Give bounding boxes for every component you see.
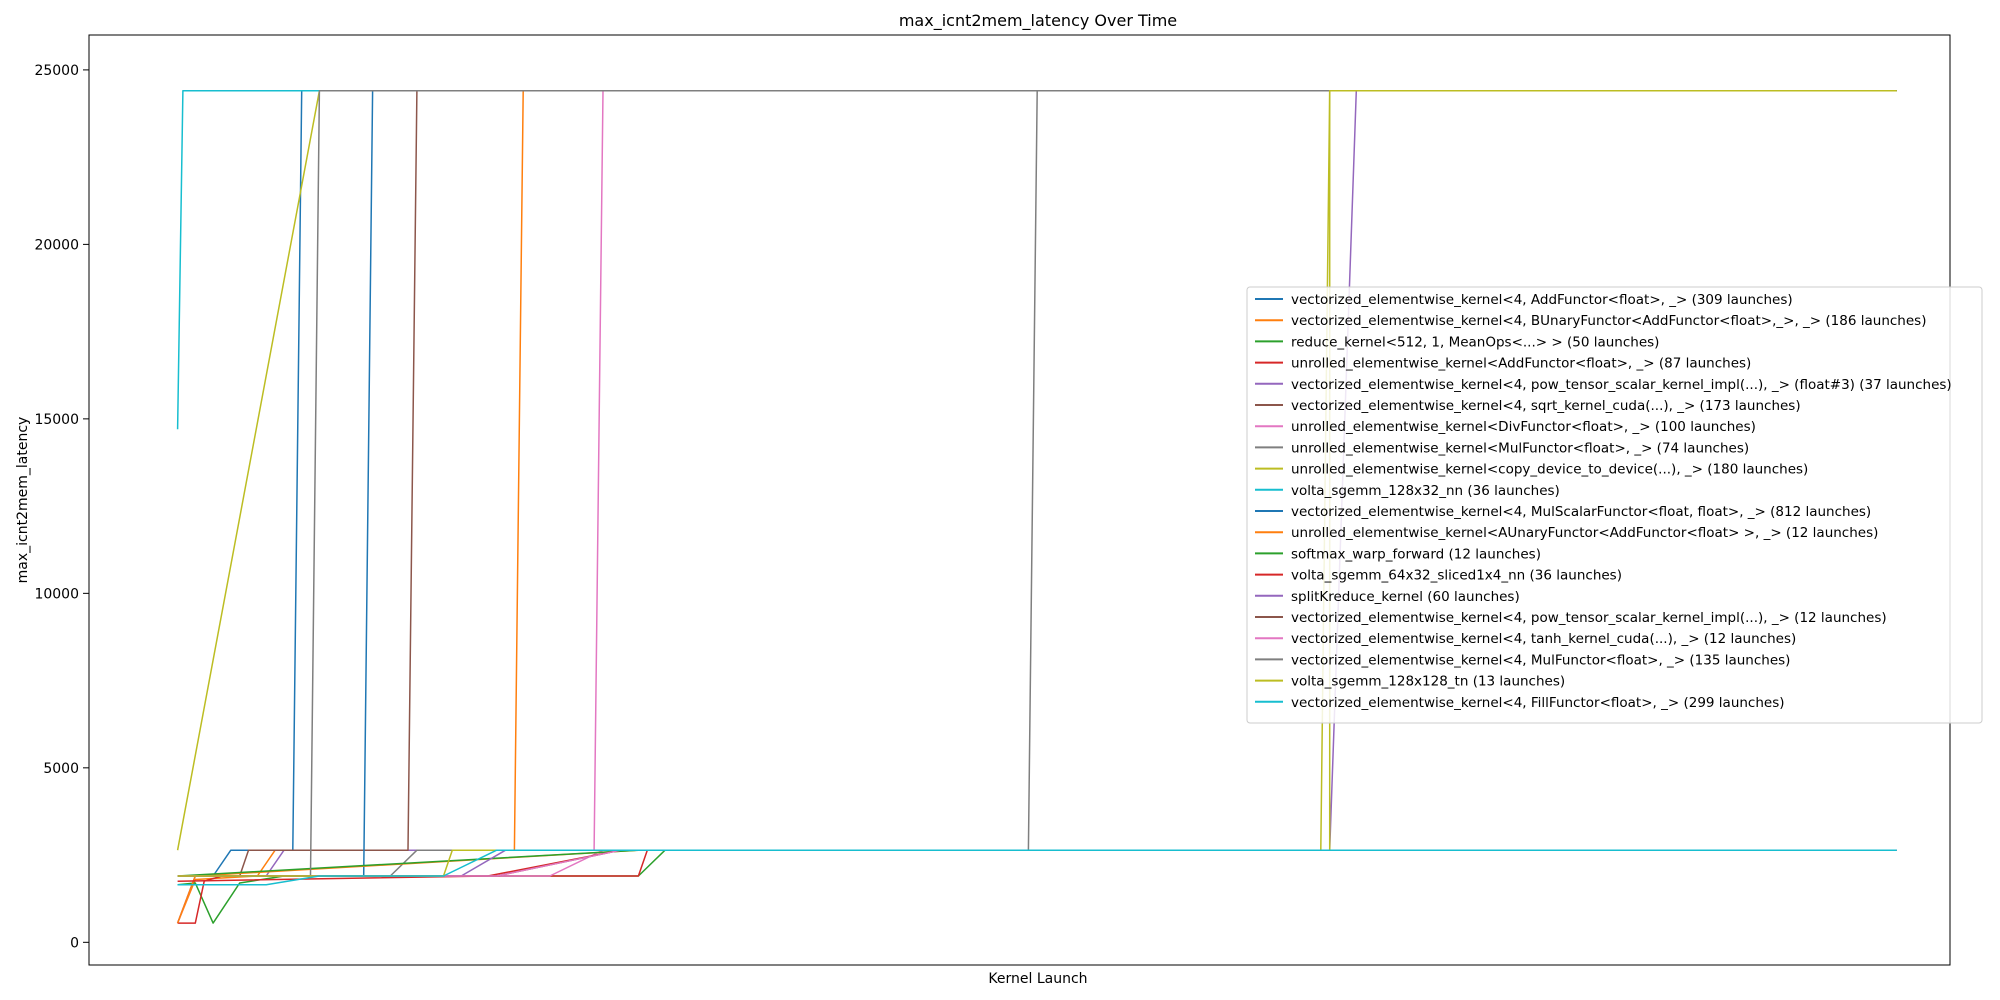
y-tick-label: 0 (70, 935, 79, 951)
legend-label: unrolled_elementwise_kernel<AUnaryFuncto… (1291, 525, 1878, 541)
legend-label: vectorized_elementwise_kernel<4, AddFunc… (1291, 292, 1793, 308)
legend-label: vectorized_elementwise_kernel<4, tanh_ke… (1291, 631, 1796, 647)
y-axis-ticks: 0 5000 10000 15000 20000 25000 (34, 63, 89, 951)
legend-label: unrolled_elementwise_kernel<DivFunctor<f… (1291, 419, 1756, 435)
legend: vectorized_elementwise_kernel<4, AddFunc… (1246, 286, 1983, 724)
legend-label: vectorized_elementwise_kernel<4, pow_ten… (1291, 377, 1952, 393)
legend-label: unrolled_elementwise_kernel<MulFunctor<f… (1291, 440, 1749, 456)
x-axis-label: Kernel Launch (988, 971, 1087, 987)
y-tick-label: 5000 (43, 761, 79, 777)
series-line-16 (177, 849, 1897, 877)
series-line-17 (177, 849, 1897, 877)
legend-label: reduce_kernel<512, 1, MeanOps<...> > (50… (1291, 334, 1659, 350)
y-tick-label: 15000 (34, 412, 79, 428)
legend-label: vectorized_elementwise_kernel<4, BUnaryF… (1291, 313, 1926, 329)
y-tick-label: 20000 (34, 237, 79, 253)
legend-label: unrolled_elementwise_kernel<copy_device_… (1291, 462, 1808, 478)
y-tick-label: 10000 (34, 586, 79, 602)
plot-lines (176, 90, 1897, 924)
series-line-20 (177, 849, 1897, 886)
legend-box (1246, 286, 1983, 724)
series-line-13 (177, 849, 1897, 877)
legend-label: vectorized_elementwise_kernel<4, FillFun… (1291, 695, 1785, 711)
legend-label: vectorized_elementwise_kernel<4, sqrt_ke… (1291, 398, 1801, 414)
legend-label: vectorized_elementwise_kernel<4, MulFunc… (1291, 652, 1790, 668)
legend-label: splitKreduce_kernel (60 launches) (1291, 589, 1520, 605)
legend-label: vectorized_elementwise_kernel<4, pow_ten… (1291, 610, 1887, 626)
y-axis-label: max_icnt2mem_latency (15, 417, 31, 584)
series-line-15 (177, 849, 1897, 877)
legend-label: volta_sgemm_128x128_tn (13 launches) (1291, 674, 1565, 690)
legend-label: softmax_warp_forward (12 launches) (1291, 546, 1541, 562)
legend-label: unrolled_elementwise_kernel<AddFunctor<f… (1291, 356, 1751, 372)
legend-label: vectorized_elementwise_kernel<4, MulScal… (1291, 504, 1871, 520)
legend-label: volta_sgemm_128x32_nn (36 launches) (1291, 483, 1560, 499)
chart-title: max_icnt2mem_latency Over Time (899, 11, 1177, 31)
legend-label: volta_sgemm_64x32_sliced1x4_nn (36 launc… (1291, 568, 1622, 584)
y-tick-label: 25000 (34, 63, 79, 79)
